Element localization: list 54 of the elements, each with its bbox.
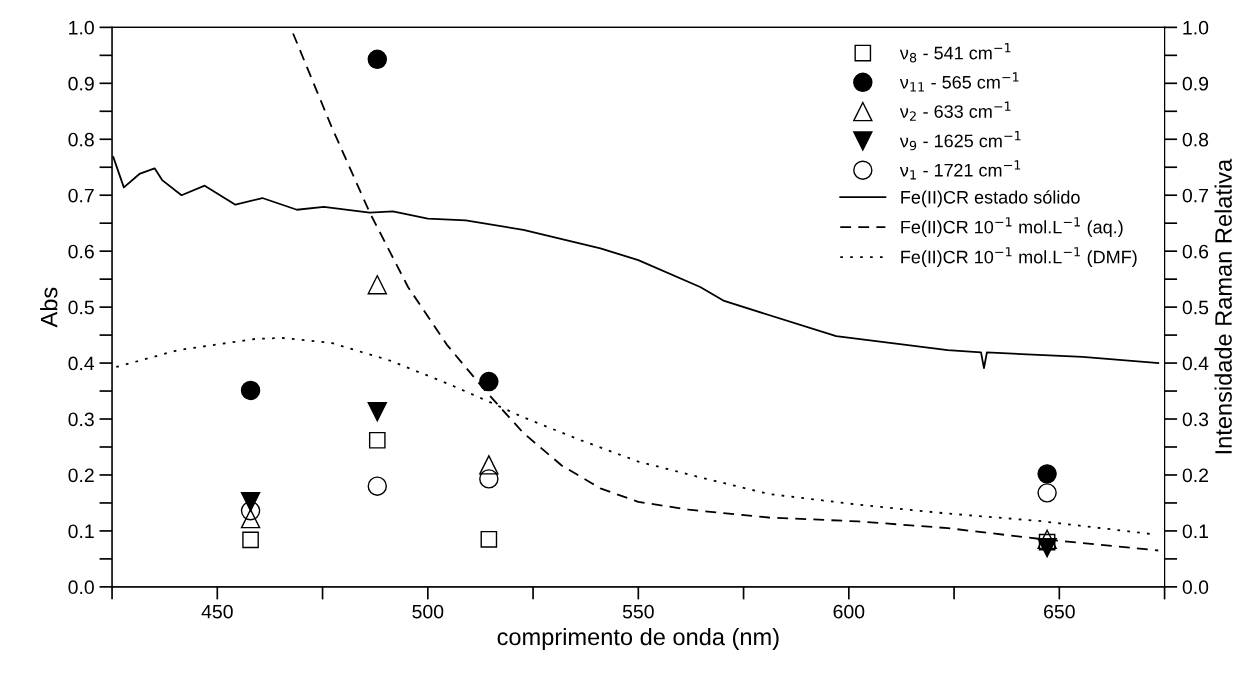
point xyxy=(367,476,388,496)
point xyxy=(240,380,261,401)
legend-label: ν$_{1}$ - 1721 cm$^{−1}$ xyxy=(899,160,1021,180)
point xyxy=(1037,483,1057,503)
x-axis-title: comprimento de onda (nm) xyxy=(497,627,779,650)
legend-label: Fe(II)CR 10$^{−1}$ mol.L$^{−1}$ (aq.) xyxy=(901,217,1123,238)
y-axis-title: Abs xyxy=(40,287,58,328)
y-tick-label: 0.3 xyxy=(68,412,94,427)
y-tick-label: 0.4 xyxy=(68,356,95,371)
point xyxy=(367,402,388,422)
x-tick-label: 550 xyxy=(622,604,654,619)
point xyxy=(479,455,499,475)
y-tick-label: 0.1 xyxy=(68,524,94,539)
y2-tick-label: 0.5 xyxy=(1182,300,1209,315)
x-tick-label: 500 xyxy=(412,604,444,619)
point xyxy=(367,275,388,295)
legend-label: Fe(II)CR estado sólido xyxy=(901,190,1080,208)
y2-tick-label: 0.9 xyxy=(1182,76,1209,91)
x-tick-label: 650 xyxy=(1044,604,1075,619)
text: 0.0 xyxy=(68,580,94,595)
legend-label: Fe(II)CR 10$^{−1}$ mol.L$^{−1}$ (DMF) xyxy=(901,247,1137,268)
y2-tick-label: 0.0 xyxy=(1182,580,1209,595)
y-tick-label: 0.5 xyxy=(68,300,94,315)
point xyxy=(240,508,261,529)
point xyxy=(480,530,498,548)
y2-axis-title: Intensidade Raman Relativa xyxy=(1214,158,1232,454)
y-tick-label: 0.2 xyxy=(68,468,94,483)
legend-label: ν$_{8}$ - 541 cm$^{−1}$ xyxy=(899,43,1011,63)
y2-tick-label: 0.4 xyxy=(1182,356,1209,371)
point xyxy=(242,531,259,549)
y-tick-label: 0.8 xyxy=(68,132,94,147)
y-tick-label: 0.7 xyxy=(68,188,94,203)
y2-tick-label: 0.7 xyxy=(1182,188,1208,203)
point xyxy=(367,49,388,69)
point xyxy=(479,371,499,392)
y2-tick-label: 0.6 xyxy=(1182,244,1209,259)
x-tick-label: 450 xyxy=(201,604,233,619)
y2-tick-label: 0.3 xyxy=(1182,412,1209,427)
x-tick-label: 600 xyxy=(833,604,865,619)
y2-tick-label: 1.0 xyxy=(1183,20,1209,35)
y2-tick-label: 0.8 xyxy=(1182,132,1209,147)
y-tick-label: 0.9 xyxy=(68,76,94,91)
point xyxy=(479,469,499,489)
y2-tick-label: 0.2 xyxy=(1182,468,1208,483)
point xyxy=(368,431,386,449)
y-tick-label: 1.0 xyxy=(69,20,94,35)
y-tick-label: 0.6 xyxy=(68,244,94,259)
point xyxy=(1037,464,1057,484)
legend-label: ν$_{2}$ - 633 cm$^{−1}$ xyxy=(899,101,1011,121)
point xyxy=(240,492,261,512)
y2-tick-label: 0.1 xyxy=(1182,524,1209,539)
legend-label: ν$_{11}$ - 565 cm$^{−1}$ xyxy=(899,72,1019,92)
point xyxy=(240,501,261,521)
legend-label: ν$_{9}$ - 1625 cm$^{−1}$ xyxy=(899,131,1021,151)
